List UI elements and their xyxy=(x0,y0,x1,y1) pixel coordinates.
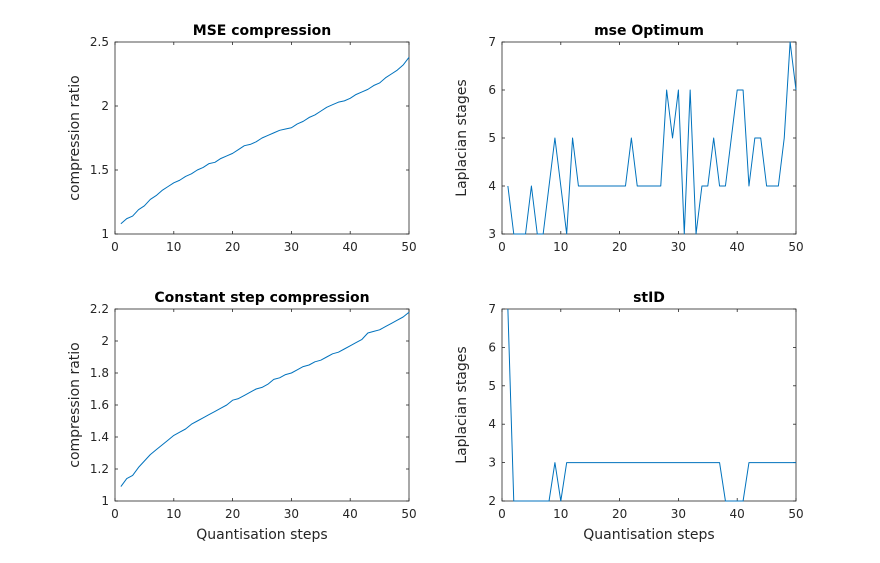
constant-step-compression-ylabel: compression ratio xyxy=(67,342,83,468)
mse-optimum-xtick-label: 30 xyxy=(671,240,686,254)
constant-step-compression-xtick-label: 20 xyxy=(225,507,240,521)
constant-step-compression-ytick-label: 1.6 xyxy=(90,398,109,412)
mse-compression-xtick-label: 20 xyxy=(225,240,240,254)
mse-optimum-xtick-label: 40 xyxy=(730,240,745,254)
constant-step-compression-ytick-label: 1 xyxy=(101,494,109,508)
mse-optimum-ylabel: Laplacian stages xyxy=(454,79,470,196)
mse-compression-xtick-label: 40 xyxy=(343,240,358,254)
mse-optimum-xtick-label: 50 xyxy=(788,240,803,254)
constant-step-compression-ytick-label: 2 xyxy=(101,334,109,348)
constant-step-compression-ytick-label: 1.4 xyxy=(90,430,109,444)
stid-xtick-label: 20 xyxy=(612,507,627,521)
mse-optimum-ytick-label: 7 xyxy=(488,35,496,49)
mse-compression-xtick-label: 10 xyxy=(166,240,181,254)
constant-step-compression-xtick-label: 0 xyxy=(111,507,119,521)
mse-optimum-xtick-label: 20 xyxy=(612,240,627,254)
stid-ytick-label: 4 xyxy=(488,417,496,431)
constant-step-compression-ytick-label: 1.8 xyxy=(90,366,109,380)
stid-series-line xyxy=(507,308,796,502)
mse-optimum-ytick-label: 5 xyxy=(488,131,496,145)
constant-step-compression-series-line xyxy=(120,311,410,487)
stid-ytick-label: 7 xyxy=(488,302,496,316)
constant-step-compression-xtick-label: 10 xyxy=(166,507,181,521)
mse-compression-xtick-label: 0 xyxy=(111,240,119,254)
constant-step-compression-chart: Constant step compression 0 10 20 30 40 50 1 1.2… xyxy=(67,290,417,543)
stid-ytick-label: 3 xyxy=(488,456,496,470)
constant-step-compression-axes-frame xyxy=(114,308,410,502)
mse-compression-series-line xyxy=(120,57,410,225)
constant-step-compression-xtick-label: 40 xyxy=(343,507,358,521)
stid-xtick-label: 40 xyxy=(730,507,745,521)
stid-xtick-label: 30 xyxy=(671,507,686,521)
mse-optimum-xtick-label: 0 xyxy=(498,240,506,254)
mse-optimum-axes-frame xyxy=(501,41,797,235)
mse-compression-ylabel: compression ratio xyxy=(67,75,83,201)
constant-step-compression-title: Constant step compression xyxy=(154,290,369,306)
mse-compression-ytick-label: 1.5 xyxy=(90,163,109,177)
constant-step-compression-ytick-label: 1.2 xyxy=(90,462,109,476)
mse-compression-ytick-label: 2.5 xyxy=(90,35,109,49)
stid-title: stID xyxy=(633,290,665,306)
stid-xtick-label: 50 xyxy=(788,507,803,521)
constant-step-compression-xtick-label: 30 xyxy=(284,507,299,521)
stid-axes-frame xyxy=(501,308,797,502)
mse-optimum-ytick-label: 6 xyxy=(488,83,496,97)
mse-compression-ytick-label: 1 xyxy=(101,227,109,241)
stid-ytick-label: 5 xyxy=(488,379,496,393)
stid-ytick-label: 6 xyxy=(488,340,496,354)
mse-optimum-xtick-label: 10 xyxy=(553,240,568,254)
mse-optimum-ytick-label: 3 xyxy=(488,227,496,241)
mse-compression-xtick-label: 50 xyxy=(401,240,416,254)
stid-chart: stID 0 10 20 30 40 50 2 3 4 5 6 7 Quantisation steps L… xyxy=(454,290,804,543)
mse-compression-chart: MSE compression 0 10 20 30 40 50 1 1.5 2 2.5 compre… xyxy=(67,23,417,254)
mse-compression-xtick-label: 30 xyxy=(284,240,299,254)
mse-optimum-ytick-label: 4 xyxy=(488,179,496,193)
mse-compression-ytick-label: 2 xyxy=(101,99,109,113)
mse-optimum-chart: mse Optimum 0 10 20 30 40 50 3 4 5 6 7 Laplacian sta… xyxy=(454,23,804,254)
constant-step-compression-xtick-label: 50 xyxy=(401,507,416,521)
stid-xtick-label: 10 xyxy=(553,507,568,521)
stid-ylabel: Laplacian stages xyxy=(454,346,470,463)
mse-compression-title: MSE compression xyxy=(193,23,331,39)
stid-xtick-label: 0 xyxy=(498,507,506,521)
mse-optimum-series-line xyxy=(507,41,797,235)
constant-step-compression-xlabel: Quantisation steps xyxy=(196,527,327,543)
mse-optimum-title: mse Optimum xyxy=(594,23,704,39)
stid-ytick-label: 2 xyxy=(488,494,496,508)
stid-xlabel: Quantisation steps xyxy=(583,527,714,543)
constant-step-compression-ytick-label: 2.2 xyxy=(90,302,109,316)
